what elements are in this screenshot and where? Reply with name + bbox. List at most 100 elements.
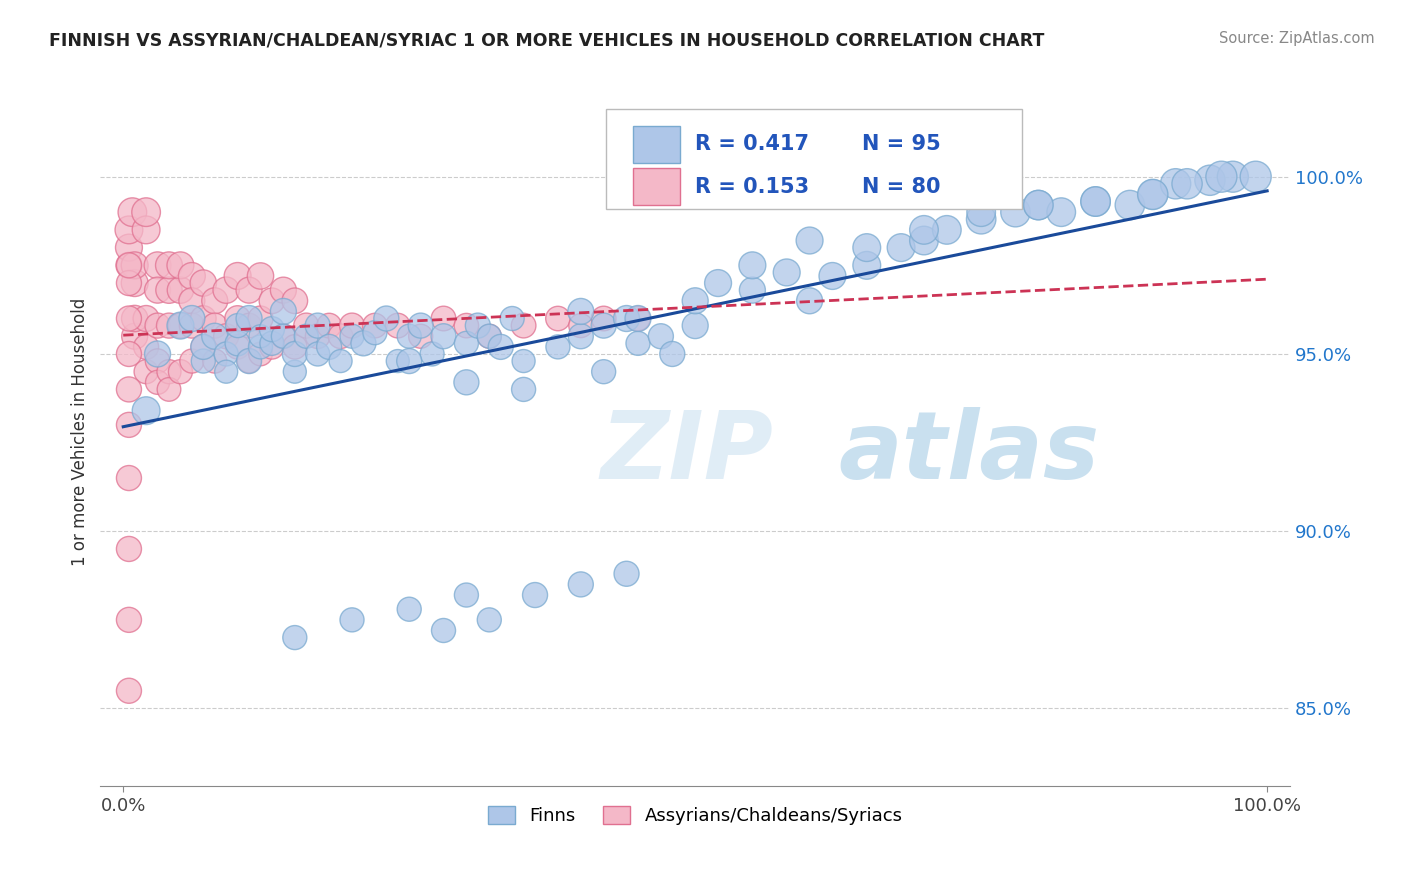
- Point: [118, 276, 141, 290]
- Point: [329, 354, 352, 368]
- Point: [295, 329, 318, 343]
- Text: Source: ZipAtlas.com: Source: ZipAtlas.com: [1219, 31, 1375, 46]
- Point: [204, 293, 226, 308]
- Point: [1222, 169, 1244, 184]
- Point: [547, 340, 569, 354]
- Point: [569, 577, 592, 591]
- Point: [592, 318, 614, 333]
- Point: [524, 588, 547, 602]
- Point: [204, 354, 226, 368]
- Point: [398, 354, 420, 368]
- Point: [478, 329, 501, 343]
- Point: [387, 318, 409, 333]
- Point: [146, 376, 169, 390]
- Point: [124, 311, 146, 326]
- Point: [501, 311, 523, 326]
- Point: [1028, 198, 1050, 212]
- Point: [157, 383, 180, 397]
- Point: [855, 241, 877, 255]
- Point: [569, 329, 592, 343]
- Point: [260, 293, 283, 308]
- Point: [135, 223, 157, 237]
- Point: [118, 417, 141, 432]
- Point: [409, 329, 432, 343]
- Point: [284, 340, 307, 354]
- Point: [238, 318, 260, 333]
- Point: [135, 205, 157, 219]
- Point: [249, 329, 271, 343]
- Point: [318, 340, 340, 354]
- Point: [118, 347, 141, 361]
- Point: [146, 347, 169, 361]
- Y-axis label: 1 or more Vehicles in Household: 1 or more Vehicles in Household: [72, 298, 89, 566]
- Point: [364, 318, 387, 333]
- Point: [180, 293, 202, 308]
- Point: [592, 311, 614, 326]
- Point: [169, 365, 191, 379]
- Point: [912, 223, 935, 237]
- Point: [118, 683, 141, 698]
- Point: [569, 304, 592, 318]
- Point: [193, 311, 215, 326]
- Point: [284, 631, 307, 645]
- Point: [215, 283, 238, 297]
- Point: [512, 318, 534, 333]
- Point: [238, 311, 260, 326]
- Point: [226, 336, 249, 351]
- Point: [169, 258, 191, 272]
- Point: [193, 340, 215, 354]
- Point: [249, 347, 271, 361]
- Point: [776, 265, 799, 279]
- Point: [467, 318, 489, 333]
- Point: [249, 340, 271, 354]
- Point: [238, 283, 260, 297]
- Point: [420, 347, 443, 361]
- Point: [1084, 194, 1107, 209]
- Point: [1211, 169, 1233, 184]
- Point: [157, 258, 180, 272]
- Point: [855, 258, 877, 272]
- Point: [912, 234, 935, 248]
- Point: [627, 336, 650, 351]
- Point: [226, 311, 249, 326]
- Point: [124, 258, 146, 272]
- Point: [683, 293, 706, 308]
- Point: [1119, 198, 1142, 212]
- Point: [1084, 194, 1107, 209]
- Point: [970, 205, 993, 219]
- Point: [146, 258, 169, 272]
- Point: [1050, 205, 1073, 219]
- Point: [169, 283, 191, 297]
- Point: [284, 293, 307, 308]
- Point: [1142, 187, 1164, 202]
- Point: [569, 318, 592, 333]
- Text: atlas: atlas: [838, 408, 1099, 500]
- Point: [1142, 187, 1164, 202]
- Point: [180, 318, 202, 333]
- Point: [260, 322, 283, 336]
- Legend: Finns, Assyrians/Chaldeans/Syriacs: Finns, Assyrians/Chaldeans/Syriacs: [479, 797, 911, 834]
- Point: [238, 354, 260, 368]
- Point: [169, 318, 191, 333]
- Point: [456, 336, 478, 351]
- Point: [135, 403, 157, 417]
- Point: [180, 268, 202, 283]
- Text: R = 0.153: R = 0.153: [695, 177, 810, 196]
- Point: [260, 336, 283, 351]
- Text: R = 0.417: R = 0.417: [695, 134, 810, 154]
- Point: [592, 365, 614, 379]
- Point: [364, 326, 387, 340]
- Point: [180, 311, 202, 326]
- Point: [157, 283, 180, 297]
- Point: [398, 329, 420, 343]
- Point: [146, 283, 169, 297]
- Point: [456, 318, 478, 333]
- Point: [295, 318, 318, 333]
- Point: [118, 258, 141, 272]
- Point: [215, 347, 238, 361]
- Point: [340, 329, 363, 343]
- Point: [456, 588, 478, 602]
- Point: [547, 311, 569, 326]
- Point: [398, 602, 420, 616]
- Point: [821, 268, 844, 283]
